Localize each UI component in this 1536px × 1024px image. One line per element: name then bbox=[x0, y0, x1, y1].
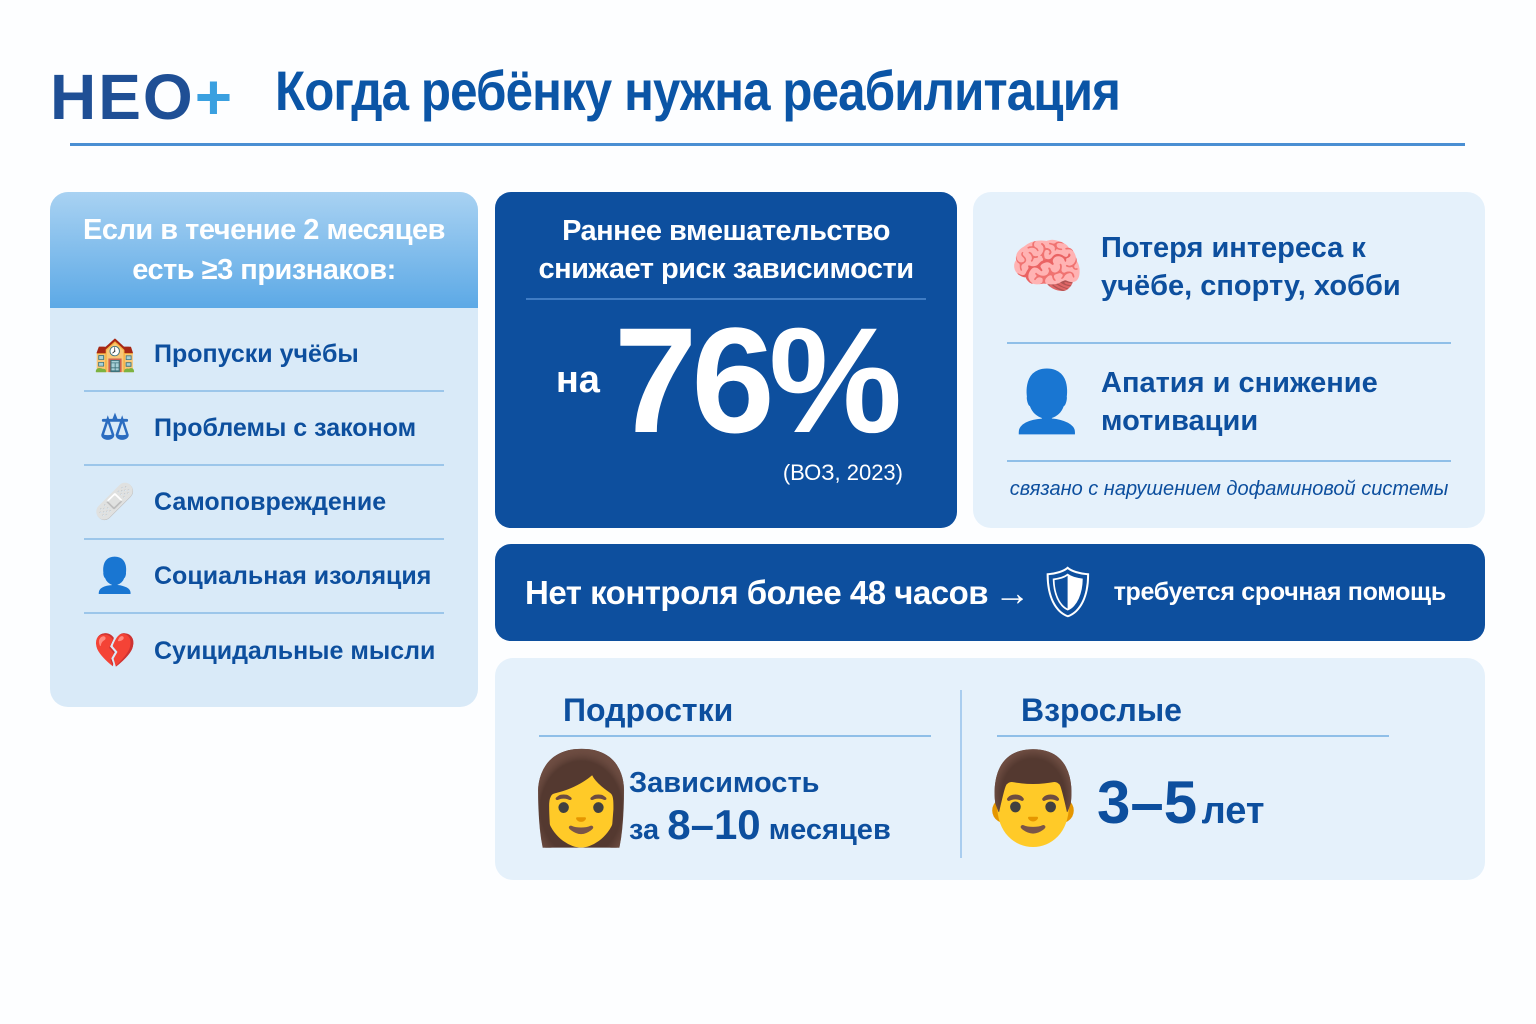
teens-line1: Зависимость bbox=[629, 767, 820, 799]
sign-item: 🏫 Пропуски учёбы bbox=[84, 318, 444, 392]
teens-value: 8–10 bbox=[667, 801, 761, 848]
stat-source: (ВОЗ, 2023) bbox=[782, 460, 903, 485]
logo-text: НЕО bbox=[50, 61, 195, 133]
sad-person-icon: 👤 bbox=[1009, 368, 1085, 435]
sign-label: Социальная изоляция bbox=[154, 561, 432, 590]
teen-avatar-icon: 👩 bbox=[525, 749, 638, 849]
stat-card: Раннее вмешательство снижает риск зависи… bbox=[495, 192, 957, 528]
signs-heading: Если в течение 2 месяцев есть ≥3 признак… bbox=[50, 192, 478, 308]
adults-value: 3–5 bbox=[1097, 769, 1198, 836]
stat-prefix: на bbox=[555, 359, 600, 401]
logo-plus: + bbox=[194, 61, 235, 133]
sign-label: Проблемы с законом bbox=[154, 413, 417, 442]
symptom-label: Апатия и снижение мотивации bbox=[1101, 367, 1378, 437]
adults-unit: лет bbox=[1201, 790, 1265, 832]
sign-label: Суицидальные мысли bbox=[154, 636, 436, 665]
column-divider bbox=[960, 690, 962, 858]
page-title: Когда ребёнку нужна реабилитация bbox=[275, 59, 1121, 122]
teens-heading: Подростки bbox=[539, 658, 931, 737]
logo: НЕО+ bbox=[50, 60, 234, 134]
alert-action: требуется срочная помощь bbox=[1113, 578, 1447, 606]
arrow-right-icon: → bbox=[994, 571, 1031, 613]
sign-label: Самоповреждение bbox=[154, 487, 387, 516]
teens-prefix: за bbox=[629, 814, 660, 846]
teens-unit: месяцев bbox=[768, 814, 891, 846]
symptom-item: 👤 Апатия и снижение мотивации bbox=[1007, 344, 1451, 462]
teens-column: Подростки 👩 Зависимость за 8–10 месяцев bbox=[525, 658, 931, 880]
broken-heart-icon: 💔 bbox=[93, 632, 137, 670]
adult-avatar-icon: 👨 bbox=[977, 749, 1090, 849]
adults-column: Взрослые 👨 3–5 лет bbox=[977, 658, 1389, 880]
brain-icon: 🧠 bbox=[1009, 233, 1085, 300]
adults-heading: Взрослые bbox=[997, 658, 1389, 737]
stat-value: 76% bbox=[613, 296, 902, 464]
stat-divider bbox=[526, 298, 926, 300]
alert-text: Нет контроля более 48 часов bbox=[525, 573, 989, 611]
sign-item: 👤 Социальная изоляция bbox=[84, 540, 444, 614]
title-divider bbox=[70, 143, 1465, 146]
bandage-icon: 🩹 bbox=[93, 483, 137, 521]
symptoms-note: связано с нарушением дофаминовой системы bbox=[1009, 478, 1449, 500]
person-icon: 👤 bbox=[93, 557, 137, 595]
sign-item: ⚖ Проблемы с законом bbox=[84, 392, 444, 466]
sign-item: 💔 Суицидальные мысли bbox=[84, 614, 444, 688]
stat-row: на 76% bbox=[555, 296, 902, 464]
symptom-label: Потеря интереса к учёбе, спорту, хобби bbox=[1101, 232, 1401, 302]
shield-alert-icon: 🛡 bbox=[1036, 564, 1100, 620]
urgent-alert-banner: Нет контроля более 48 часов → 🛡 требуетс… bbox=[495, 544, 1485, 641]
stat-heading: Раннее вмешательство снижает риск зависи… bbox=[538, 215, 914, 285]
gavel-icon: ⚖ bbox=[99, 409, 131, 447]
timeline-card: Подростки 👩 Зависимость за 8–10 месяцев … bbox=[495, 658, 1485, 880]
adults-text: 3–5 лет bbox=[1097, 768, 1264, 854]
teens-text: Зависимость за 8–10 месяцев bbox=[629, 762, 959, 851]
school-icon: 🏫 bbox=[93, 335, 137, 373]
sign-label: Пропуски учёбы bbox=[154, 339, 359, 368]
symptom-item: 🧠 Потеря интереса к учёбе, спорту, хобби bbox=[1007, 192, 1451, 344]
symptoms-card: 🧠 Потеря интереса к учёбе, спорту, хобби … bbox=[973, 192, 1485, 528]
warning-signs-card: Если в течение 2 месяцев есть ≥3 признак… bbox=[50, 192, 478, 707]
sign-item: 🩹 Самоповреждение bbox=[84, 466, 444, 540]
